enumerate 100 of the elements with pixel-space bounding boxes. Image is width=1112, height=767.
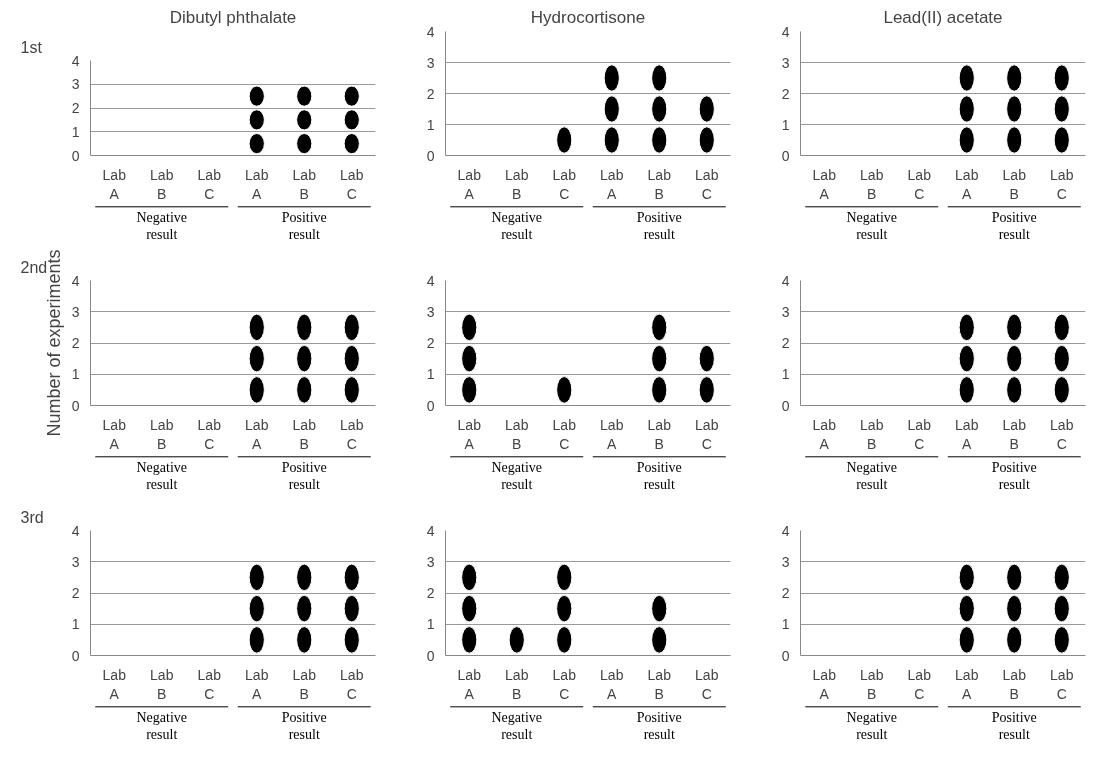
y-tick-label: 1 <box>781 116 790 133</box>
text: Positive result <box>281 210 327 242</box>
chart-title: Dibutyl phthalate <box>169 7 297 27</box>
x-tick-label: Lab C <box>340 666 364 702</box>
y-tick-label: 3 <box>426 303 435 320</box>
y-tick-label: 0 <box>781 147 790 164</box>
y-tick-label: 0 <box>71 397 80 414</box>
y-tick-label: 2 <box>71 335 80 351</box>
x-tick-label: Lab C <box>907 416 932 452</box>
x-tick-label: Lab B <box>860 666 884 702</box>
y-tick-label: 3 <box>781 553 790 570</box>
x-tick-label: Lab B <box>505 416 529 452</box>
x-tick-label: Lab A <box>102 416 127 452</box>
x-tick-label: Lab A <box>457 416 482 452</box>
x-tick-label: Lab A <box>812 166 837 202</box>
x-tick-label: Lab B <box>292 416 317 452</box>
x-tick-label: Lab B <box>150 666 174 702</box>
y-tick-label: 0 <box>71 647 80 664</box>
x-tick-label: Lab A <box>102 166 127 202</box>
text: Positive result <box>991 710 1037 742</box>
y-tick-label: 2 <box>426 585 435 601</box>
y-tick-label: 4 <box>426 522 435 539</box>
y-tick-label: 2 <box>426 335 435 351</box>
text: 1st <box>20 38 43 56</box>
y-tick-label: 0 <box>781 397 790 414</box>
x-tick-label: Lab A <box>245 666 269 702</box>
y-tick-label: 1 <box>426 616 435 633</box>
text: Negative result <box>136 460 188 492</box>
text: Negative result <box>846 460 898 492</box>
point <box>296 133 313 155</box>
x-tick-label: Lab C <box>552 666 577 702</box>
x-tick-label: Lab C <box>695 166 719 202</box>
y-tick-label: 0 <box>426 397 435 414</box>
x-tick-label: Lab B <box>292 666 317 702</box>
y-tick-label: 2 <box>781 585 790 601</box>
y-tick-label: 4 <box>426 272 435 289</box>
x-tick-label: Lab C <box>907 666 932 702</box>
y-tick-label: 4 <box>781 23 790 40</box>
y-tick-label: 0 <box>426 647 435 664</box>
x-tick-label: Lab B <box>860 166 884 202</box>
y-tick-label: 2 <box>781 85 790 102</box>
x-tick-label: Lab C <box>1050 416 1074 452</box>
text: Positive result <box>281 460 327 492</box>
text: Positive result <box>636 460 682 492</box>
x-tick-label: Lab A <box>457 666 482 702</box>
y-tick-label: 1 <box>781 366 790 383</box>
y-tick-label: 3 <box>71 303 80 320</box>
text: Positive result <box>636 210 682 242</box>
text: Negative result <box>491 460 543 492</box>
x-tick-label: Lab A <box>245 166 269 202</box>
x-tick-label: Lab A <box>812 416 837 452</box>
y-tick-label: 1 <box>71 366 80 383</box>
text: Negative result <box>491 210 543 242</box>
x-tick-label: Lab B <box>1002 166 1027 202</box>
text: Negative result <box>136 710 188 742</box>
x-tick-label: Lab B <box>150 416 174 452</box>
point <box>248 109 265 131</box>
chart-title: Lead(II) acetate <box>883 7 1003 27</box>
y-tick-label: 0 <box>426 147 435 164</box>
point <box>248 85 265 107</box>
text: Positive result <box>991 210 1037 242</box>
x-tick-label: Lab B <box>505 666 529 702</box>
x-tick-label: Lab A <box>955 166 979 202</box>
x-tick-label: Lab C <box>552 166 577 202</box>
y-tick-label: 4 <box>426 23 435 40</box>
x-tick-label: Lab C <box>197 166 222 202</box>
y-tick-label: 1 <box>71 616 80 633</box>
x-tick-label: Lab A <box>245 416 269 452</box>
y-tick-label: 1 <box>426 116 435 133</box>
x-tick-label: Lab B <box>647 166 672 202</box>
y-tick-label: 0 <box>781 647 790 664</box>
y-tick-label: 1 <box>71 123 80 140</box>
y-tick-label: 4 <box>781 272 790 289</box>
x-tick-label: Lab A <box>600 416 624 452</box>
x-tick-label: Lab C <box>1050 666 1074 702</box>
x-tick-label: Lab B <box>505 166 529 202</box>
text: Positive result <box>991 460 1037 492</box>
text: Positive result <box>636 710 682 742</box>
y-tick-label: 3 <box>426 54 435 71</box>
x-tick-label: Lab C <box>340 166 364 202</box>
y-tick-label: 3 <box>781 303 790 320</box>
text: Positive result <box>281 710 327 742</box>
x-tick-label: Lab B <box>647 416 672 452</box>
point <box>296 85 313 107</box>
x-tick-label: Lab C <box>695 666 719 702</box>
x-tick-label: Lab B <box>860 416 884 452</box>
x-tick-label: Lab B <box>647 666 672 702</box>
x-tick-label: Lab A <box>955 416 979 452</box>
point <box>248 133 265 155</box>
y-tick-label: 4 <box>71 272 80 289</box>
text: 3rd <box>20 508 44 526</box>
x-tick-label: Lab B <box>150 166 174 202</box>
x-tick-label: Lab A <box>457 166 482 202</box>
x-tick-label: Lab C <box>197 416 222 452</box>
text: Negative result <box>846 710 898 742</box>
y-tick-label: 4 <box>71 52 80 69</box>
point <box>343 133 360 155</box>
x-tick-label: Lab C <box>907 166 932 202</box>
x-tick-label: Lab C <box>340 416 364 452</box>
y-tick-label: 0 <box>71 147 80 164</box>
